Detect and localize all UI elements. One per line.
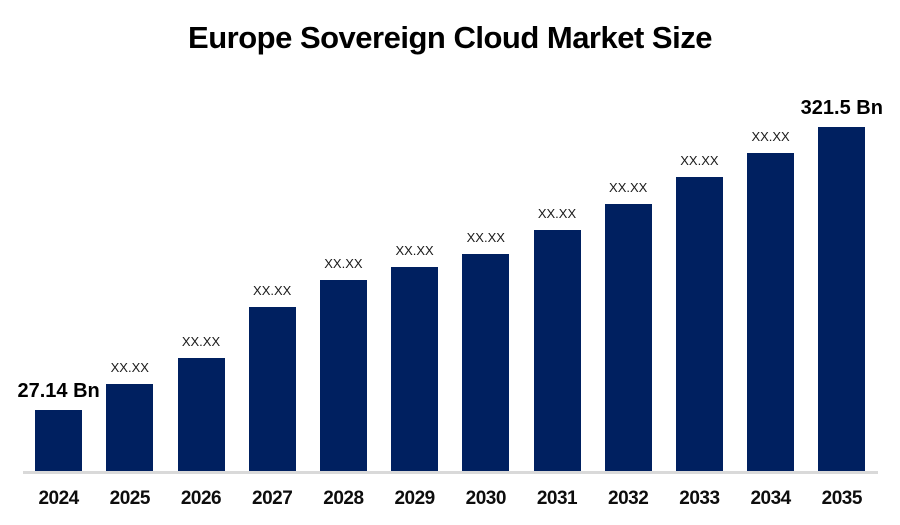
bar-column-2029: XX.XX bbox=[355, 242, 475, 471]
bar-2035 bbox=[818, 127, 866, 471]
bar-value-label-2031: XX.XX bbox=[537, 205, 577, 221]
bar-value-label-2032: XX.XX bbox=[609, 179, 648, 195]
bar-value-label-2030: XX.XX bbox=[466, 229, 505, 245]
x-axis-line bbox=[23, 471, 878, 474]
x-tick-2029: 2029 bbox=[394, 488, 435, 509]
bar-2033 bbox=[675, 177, 723, 471]
bar-column-2032: XX.XX bbox=[568, 179, 688, 471]
bar-column-2034: XX.XX bbox=[711, 128, 831, 471]
x-tick-2033: 2033 bbox=[679, 488, 720, 509]
bar-value-label-2027: XX.XX bbox=[253, 282, 292, 298]
bar-2030 bbox=[462, 254, 510, 471]
bar-value-label-2026: XX.XX bbox=[181, 333, 221, 349]
x-tick-2028: 2028 bbox=[323, 488, 364, 509]
x-tick-2027: 2027 bbox=[252, 488, 293, 509]
bar-2029 bbox=[391, 267, 439, 471]
x-tick-2030: 2030 bbox=[465, 488, 507, 509]
bar-2031 bbox=[533, 230, 581, 471]
bar-column-2028: XX.XX bbox=[283, 255, 403, 471]
bar-2034 bbox=[747, 153, 795, 471]
bar-value-label-2034: XX.XX bbox=[751, 128, 790, 144]
x-tick-2032: 2032 bbox=[608, 488, 649, 509]
bar-column-2033: XX.XX bbox=[639, 152, 759, 471]
x-tick-2031: 2031 bbox=[536, 488, 578, 509]
x-tick-2035: 2035 bbox=[821, 488, 863, 509]
bar-2028 bbox=[319, 280, 367, 471]
bar-2025 bbox=[106, 384, 154, 471]
x-tick-2026: 2026 bbox=[180, 488, 222, 509]
x-tick-2024: 2024 bbox=[38, 488, 79, 509]
bar-column-2035: 321.5 Bn bbox=[782, 97, 900, 471]
bar-column-2024: 27.14 Bn bbox=[0, 380, 119, 471]
bar-value-label-2028: XX.XX bbox=[324, 255, 363, 271]
bar-column-2027: XX.XX bbox=[212, 282, 332, 471]
bar-value-label-2024: 27.14 Bn bbox=[17, 380, 100, 402]
bar-value-label-2029: XX.XX bbox=[395, 242, 434, 258]
bar-2026 bbox=[177, 358, 225, 471]
bar-2027 bbox=[248, 307, 296, 471]
bar-value-label-2025: XX.XX bbox=[110, 359, 149, 375]
chart-title: Europe Sovereign Cloud Market Size bbox=[188, 20, 712, 55]
bar-column-2025: XX.XX bbox=[70, 359, 190, 471]
bar-value-label-2035: 321.5 Bn bbox=[800, 97, 883, 119]
bar-value-label-2033: XX.XX bbox=[680, 152, 719, 168]
bar-column-2031: XX.XX bbox=[497, 205, 617, 471]
bar-2032 bbox=[604, 204, 652, 471]
x-tick-2025: 2025 bbox=[109, 488, 151, 509]
bar-column-2030: XX.XX bbox=[426, 229, 546, 471]
bar-column-2026: XX.XX bbox=[141, 333, 261, 471]
bar-2024 bbox=[35, 410, 83, 471]
x-tick-2034: 2034 bbox=[750, 488, 791, 509]
